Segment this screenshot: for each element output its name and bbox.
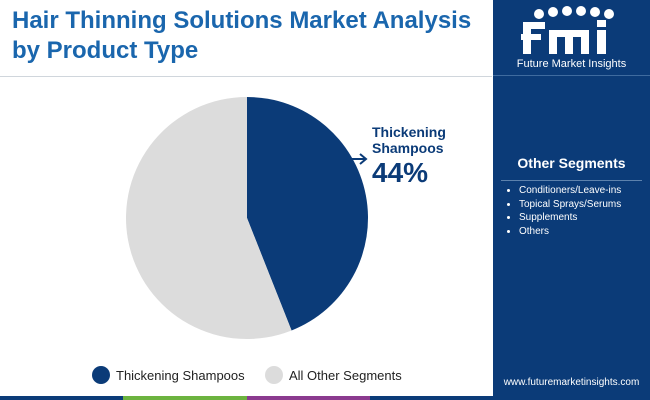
segments-divider [501, 180, 642, 181]
website-link[interactable]: www.futuremarketinsights.com [503, 377, 640, 388]
brand-logo: Future Market Insights [493, 0, 650, 74]
legend-label: All Other Segments [289, 367, 402, 383]
bottom-bar-segment [246, 396, 370, 400]
bottom-bar-segment [0, 396, 124, 400]
fmi-logo-icon [521, 6, 614, 54]
legend-swatch-primary [92, 366, 110, 384]
callout-label-line1: Thickening [372, 124, 446, 140]
legend-item-thickening-shampoos: Thickening Shampoos [92, 366, 245, 384]
callout-value: 44% [372, 157, 429, 188]
bottom-bar-segment [123, 396, 247, 400]
brand-name: Future Market Insights [516, 58, 627, 70]
segments-list: Conditioners/Leave-ins Topical Sprays/Se… [509, 184, 621, 238]
other-segments-title: Other Segments [517, 155, 626, 171]
pie-slice-all-other-segments [126, 97, 292, 339]
list-item: Supplements [519, 211, 621, 225]
callout-label-line2: Shampoos [372, 140, 444, 156]
list-item: Others [519, 225, 621, 239]
title-divider [0, 76, 492, 77]
legend-item-all-other-segments: All Other Segments [265, 366, 402, 384]
list-item: Conditioners/Leave-ins [519, 184, 621, 198]
chart-legend: Thickening Shampoos All Other Segments [0, 366, 493, 386]
callout-arrow-icon [349, 153, 368, 165]
legend-label: Thickening Shampoos [116, 367, 245, 383]
bottom-color-bar [0, 396, 493, 400]
legend-swatch-secondary [265, 366, 283, 384]
chart-title: Hair Thinning Solutions Market Analysis … [12, 7, 472, 64]
sidebar-divider [493, 75, 650, 76]
pie-chart [126, 97, 369, 339]
callout-label: Thickening Shampoos [372, 124, 446, 156]
sidebar-panel: Future Market Insights Other Segments Co… [493, 0, 650, 400]
bottom-bar-segment [369, 396, 493, 400]
pie-slice-thickening-shampoos [247, 97, 369, 331]
list-item: Topical Sprays/Serums [519, 198, 621, 212]
